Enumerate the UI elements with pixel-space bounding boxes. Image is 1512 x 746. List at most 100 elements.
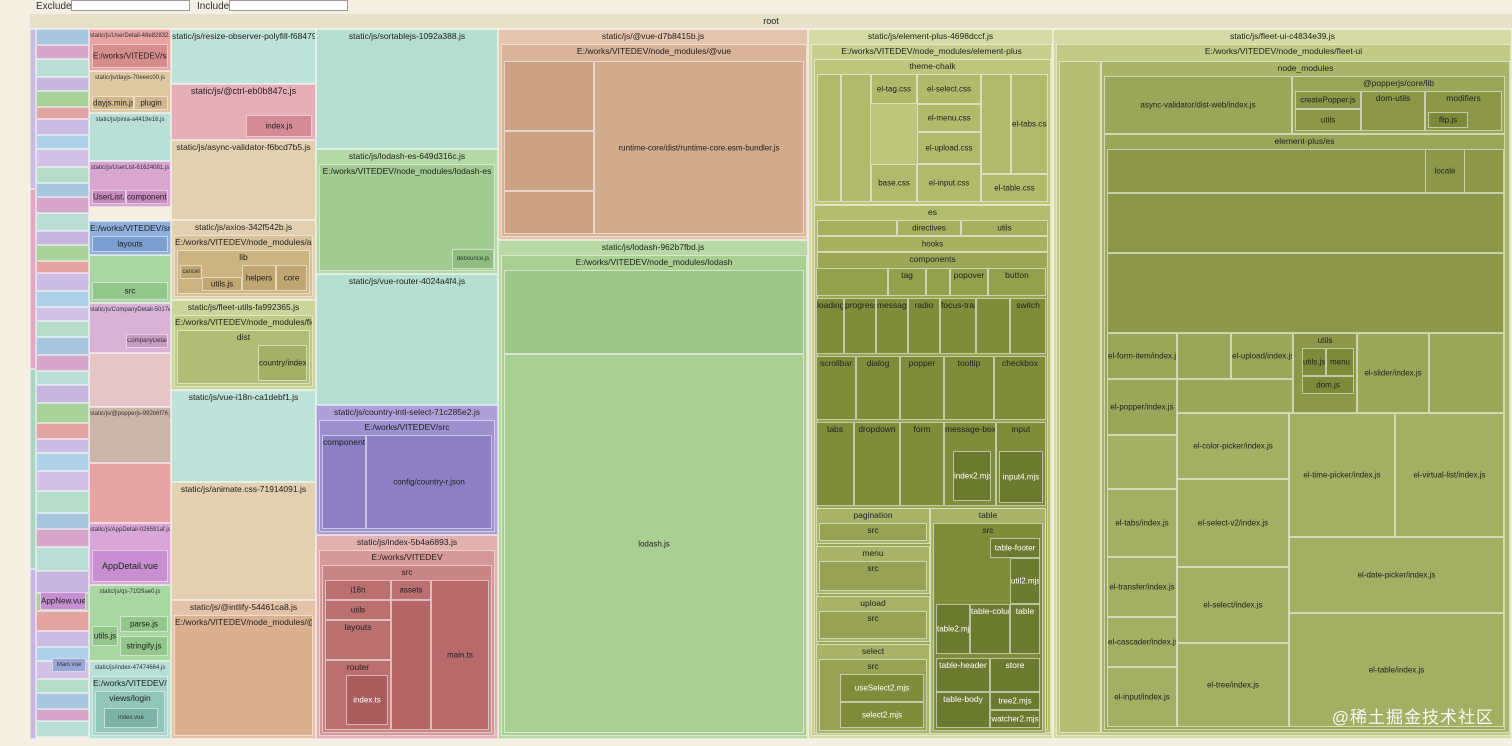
exclude-input[interactable]: [71, 0, 190, 11]
chunk-vue-router[interactable]: static/js/vue-router-4024a4f4.js: [316, 274, 498, 405]
folder-dist[interactable]: dist country/index.js: [177, 330, 310, 384]
comp-tag[interactable]: tag: [888, 268, 926, 296]
comp-input[interactable]: input input4.mjs: [996, 422, 1046, 506]
leaf[interactable]: components: [126, 190, 168, 204]
folder-modifiers[interactable]: modifiers flip.js: [1425, 91, 1502, 131]
chunk-vue[interactable]: static/js/@vue-d7b8415b.js E:/works/VITE…: [498, 29, 808, 240]
folder-vue[interactable]: E:/works/VITEDEV/node_modules/@vue runti…: [501, 44, 807, 237]
tiny-chunk[interactable]: [36, 491, 89, 513]
tiny-chunk[interactable]: [36, 261, 89, 273]
leaf[interactable]: el-tabs/index.js: [1107, 489, 1177, 557]
leaf[interactable]: [504, 191, 594, 234]
folder-utils[interactable]: utils utils.js menu dom.js: [1293, 333, 1357, 413]
comp-form[interactable]: form: [900, 422, 944, 506]
leaf[interactable]: table-body: [936, 692, 990, 728]
tiny-chunk[interactable]: [36, 423, 89, 439]
tiny-chunk[interactable]: [36, 77, 89, 91]
leaf[interactable]: table-footer: [990, 538, 1040, 558]
misc-row[interactable]: [1107, 253, 1504, 333]
chunk-popperjs[interactable]: static/js/@popperjs-992b6f76.js: [89, 407, 171, 463]
folder-dom-utils[interactable]: dom-utils: [1361, 91, 1425, 131]
folder-src[interactable]: E:/works/VITEDEV/src: [92, 44, 168, 68]
leaf[interactable]: UserList.vue: [92, 190, 126, 204]
leaf[interactable]: el-transfer/index.js: [1107, 557, 1177, 617]
folder-axios[interactable]: E:/works/VITEDEV/node_modules/axios lib …: [174, 235, 313, 297]
leaf[interactable]: [1107, 435, 1177, 489]
leaf[interactable]: el-form-item/index.js: [1107, 333, 1177, 379]
leaf[interactable]: base.css: [871, 164, 917, 202]
tiny-chunk[interactable]: [36, 59, 89, 77]
folder-locale[interactable]: locale: [1425, 149, 1465, 193]
chunk-userdetail[interactable]: static/js/UserDetail-48e82832.js E:/work…: [89, 29, 171, 71]
leaf[interactable]: stringify.js: [120, 636, 168, 656]
tiny-chunk[interactable]: [36, 693, 89, 709]
tiny-chunk[interactable]: [36, 197, 89, 213]
comp[interactable]: [976, 298, 1010, 354]
folder-utils[interactable]: utils: [325, 600, 391, 620]
folder-src[interactable]: src: [819, 611, 927, 639]
tiny-chunk[interactable]: [36, 135, 89, 149]
misc-row[interactable]: [1107, 193, 1504, 253]
leaf[interactable]: flip.js: [1428, 112, 1468, 128]
tiny-chunk[interactable]: [36, 631, 89, 647]
leaf[interactable]: el-input/index.js: [1107, 667, 1177, 727]
leaf[interactable]: el-select/index.js: [1177, 567, 1289, 643]
comp-focus-trap[interactable]: focus-trap: [940, 298, 976, 354]
leaf[interactable]: config/country-r.json: [366, 435, 492, 529]
chunk-layouts[interactable]: E:/works/VITEDEV/src layouts: [89, 221, 171, 255]
tiny-chunk[interactable]: [36, 321, 89, 337]
leaf[interactable]: utils.js: [92, 626, 118, 646]
leaf[interactable]: tree2.mjs: [990, 692, 1040, 710]
chunk[interactable]: [30, 29, 36, 189]
chunk-dayjs[interactable]: static/js/dayjs-70eeec00.js dayjs.min.js…: [89, 71, 171, 113]
leaf[interactable]: util2.mjs: [1010, 558, 1040, 604]
root-node[interactable]: root: [30, 14, 1512, 28]
tiny-chunk[interactable]: [36, 273, 89, 291]
tiny-chunk[interactable]: [36, 385, 89, 403]
leaf[interactable]: index.vue: [104, 708, 158, 728]
leaf[interactable]: country/index.js: [258, 345, 307, 381]
chunk-src[interactable]: src: [89, 255, 171, 303]
leaf[interactable]: runtime-core/dist/runtime-core.esm-bundl…: [594, 61, 804, 234]
tiny-chunk[interactable]: [36, 439, 89, 453]
chunk-axios[interactable]: static/js/axios-342f542b.js E:/works/VIT…: [171, 220, 316, 300]
folder-components[interactable]: components: [322, 435, 366, 529]
chunk-index[interactable]: static/js/index-5b4a6893.js E:/works/VIT…: [316, 535, 498, 739]
folder-src[interactable]: src i18n assets utils layouts router ind…: [322, 565, 492, 733]
folder-fleet-utils[interactable]: E:/works/VITEDEV/node_modules/fleet-util…: [174, 315, 313, 387]
leaf[interactable]: useSelect2.mjs: [840, 674, 924, 702]
leaf[interactable]: table-column: [970, 604, 1010, 654]
leaf[interactable]: [1429, 333, 1504, 413]
chunk-fleet-utils[interactable]: static/js/fleet-utils-fa992365.js E:/wor…: [171, 300, 316, 390]
folder-lodash-es[interactable]: E:/works/VITEDEV/node_modules/lodash-es …: [319, 164, 495, 271]
lodash-modules[interactable]: [504, 270, 804, 354]
leaf[interactable]: debounce.js: [452, 249, 494, 269]
tiny-chunk[interactable]: [36, 29, 89, 45]
leaf[interactable]: el-popper/index.js: [1107, 379, 1177, 435]
folder-element-plus-es[interactable]: element-plus/es locale el-form-item/inde…: [1104, 134, 1505, 730]
folder-directives[interactable]: directives: [897, 220, 961, 236]
leaf[interactable]: table-header: [936, 658, 990, 692]
leaf[interactable]: table2.mjs: [936, 604, 970, 654]
comp-checkbox[interactable]: checkbox: [994, 356, 1046, 420]
comp[interactable]: [816, 268, 888, 296]
folder-src[interactable]: src: [819, 561, 927, 591]
tiny-chunk[interactable]: [36, 213, 89, 231]
folder-assets-css[interactable]: [391, 600, 431, 730]
chunk-pinia[interactable]: static/js/pinia-a4419e16.js: [89, 113, 171, 161]
leaf-main[interactable]: Main.vue: [52, 658, 86, 672]
include-input[interactable]: [229, 0, 348, 11]
tiny-chunk[interactable]: [36, 721, 89, 737]
tiny-chunk[interactable]: [36, 355, 89, 371]
leaf[interactable]: helpers: [242, 265, 276, 291]
comp-switch[interactable]: switch: [1010, 298, 1046, 354]
leaf[interactable]: input4.mjs: [999, 451, 1043, 503]
comp-message-box[interactable]: message-box index2.mjs: [944, 422, 996, 506]
comp-radio[interactable]: radio: [908, 298, 940, 354]
tiny-chunk[interactable]: [36, 107, 89, 119]
folder-layouts[interactable]: layouts: [92, 236, 168, 252]
leaf[interactable]: select2.mjs: [840, 702, 924, 728]
comp-loading[interactable]: loading: [816, 298, 844, 354]
chunk-country-intl-select[interactable]: static/js/country-intl-select-71c285e2.j…: [316, 405, 498, 535]
tiny-chunk[interactable]: [36, 513, 89, 529]
